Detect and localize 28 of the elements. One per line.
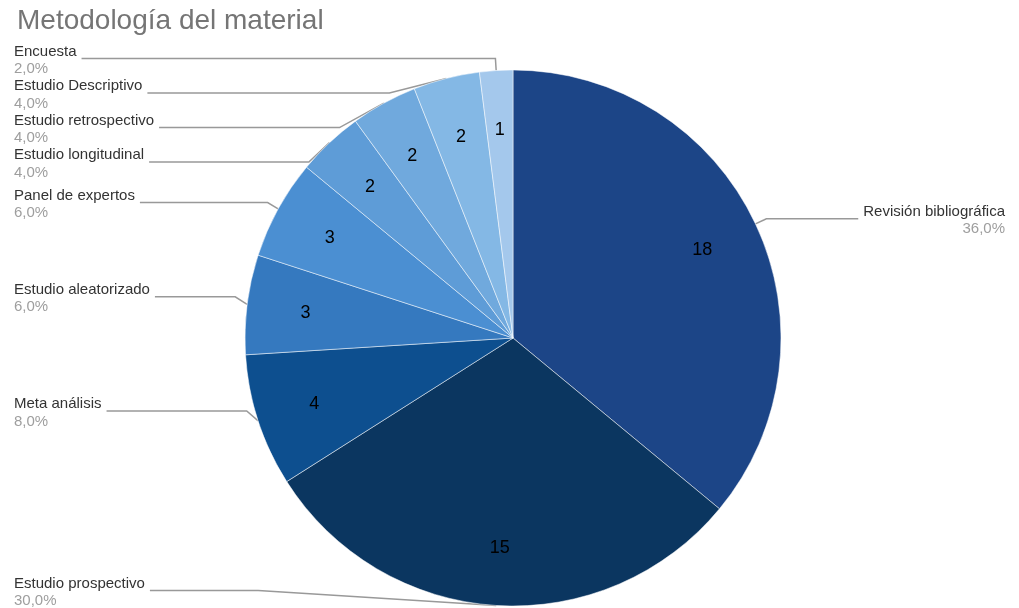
data-label: 3 [324, 227, 335, 248]
text: 4,0% [14, 162, 49, 180]
slice-label: Panel de expertos [14, 185, 135, 203]
slice-label: Revisión bibliográfica [863, 201, 1006, 219]
text: 4,0% [14, 128, 49, 146]
text: 6,0% [14, 297, 49, 315]
text: 36,0% [962, 219, 1005, 237]
data-label: 1 [494, 119, 505, 140]
data-label: 2 [407, 144, 418, 165]
slice-label: Meta análisis [14, 394, 102, 412]
data-label: 3 [300, 301, 311, 322]
data-label: 18 [692, 239, 713, 259]
text: 4,0% [14, 93, 49, 111]
chart-title: Metodología del material [17, 3, 324, 35]
data-label: 4 [309, 392, 320, 413]
slice-label: Estudio prospectivo [14, 573, 145, 591]
slice-label: Estudio retrospectivo [14, 110, 155, 128]
text: 8,0% [14, 411, 49, 429]
data-label: 2 [456, 125, 467, 146]
slice-label: Estudio aleatorizado [14, 279, 150, 297]
data-label: 2 [364, 175, 375, 196]
text: 6,0% [14, 203, 49, 221]
slice-label: Encuesta [14, 41, 78, 59]
text: 2,0% [14, 59, 49, 77]
slice-label: Estudio longitudinal [14, 145, 145, 163]
slice-label: Estudio Descriptivo [14, 76, 143, 94]
data-label: 15 [489, 536, 510, 557]
text: 30,0% [14, 591, 57, 608]
